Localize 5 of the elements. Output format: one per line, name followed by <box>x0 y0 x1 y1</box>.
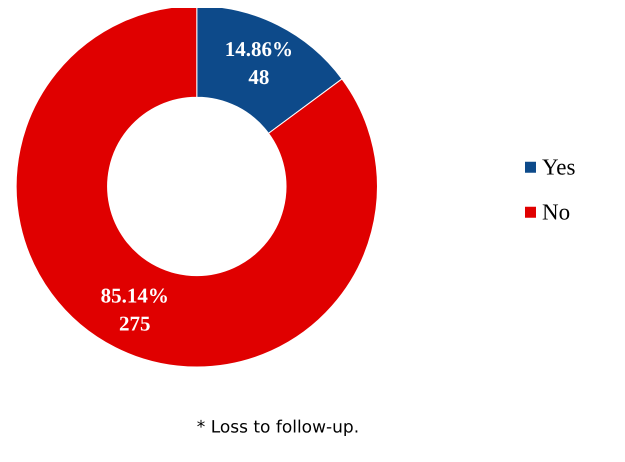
legend-label: Yes <box>542 154 576 180</box>
data-label: 85.14% 275 <box>100 284 169 336</box>
data-label: 14.86% 48 <box>224 37 293 90</box>
text: * Loss to follow-up. <box>196 418 360 438</box>
legend-label: No <box>542 200 570 225</box>
